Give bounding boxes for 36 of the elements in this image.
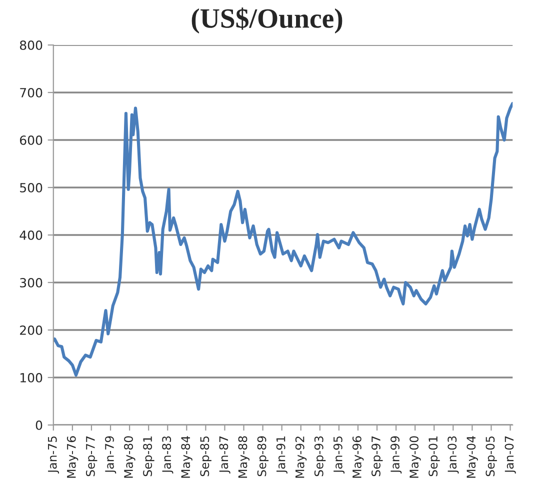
- x-tick-label: May-80: [124, 436, 136, 478]
- y-tick-label: 200: [20, 325, 42, 335]
- x-tick-label: May-96: [352, 436, 364, 478]
- line-series: [53, 102, 513, 377]
- x-tick-label: Jan-75: [48, 436, 60, 474]
- y-tick-label: 100: [20, 372, 42, 382]
- x-tick-label: Sep-89: [257, 436, 269, 476]
- y-tick-label: 500: [20, 182, 42, 192]
- x-tick-label: Jan-87: [219, 436, 230, 474]
- x-tick-label: May-76: [66, 436, 78, 478]
- x-tick-label: Jan-95: [333, 436, 345, 474]
- y-tick-label: 800: [20, 40, 42, 50]
- y-tick-label: 700: [20, 88, 42, 98]
- x-tick-label: Jan-83: [162, 436, 174, 474]
- x-tick-label: May-00: [410, 436, 421, 478]
- x-tick-label: May-04: [466, 436, 478, 478]
- y-tick-label: 400: [20, 230, 42, 240]
- x-tick-label: Jan-91: [276, 436, 288, 474]
- x-tick-label: Jan-79: [105, 436, 116, 474]
- x-tick-label: May-84: [181, 436, 192, 478]
- x-tick-label: Sep-05: [486, 436, 497, 476]
- x-tick-label: Jan-07: [504, 436, 516, 474]
- x-tick-label: May-88: [238, 436, 250, 478]
- x-tick-label: Jan-03: [448, 436, 459, 474]
- x-tick-label: May-92: [295, 436, 307, 478]
- x-tick-label: Sep-81: [143, 436, 154, 476]
- x-tick-label: Sep-77: [86, 436, 98, 476]
- x-tick-label: Sep-93: [314, 436, 326, 476]
- y-tick-label: 0: [36, 420, 42, 430]
- x-tick-label: Sep-85: [200, 436, 212, 476]
- x-tick-label: Jan-99: [390, 436, 402, 474]
- chart-title: (US$/Ounce): [192, 8, 342, 34]
- y-tick-label: 600: [20, 135, 42, 145]
- x-tick-label: Sep-01: [428, 436, 440, 476]
- x-tick-label: Sep-97: [372, 436, 383, 476]
- y-tick-label: 300: [20, 278, 42, 288]
